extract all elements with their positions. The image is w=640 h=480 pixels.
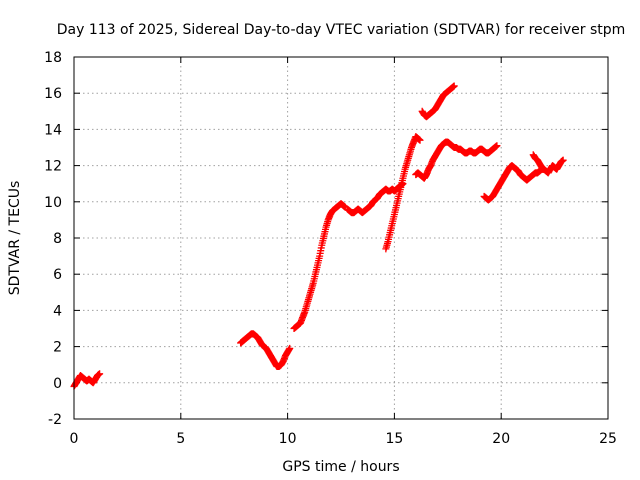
y-tick-label: 14 (44, 122, 62, 138)
data-segment-8 (480, 162, 548, 204)
y-axis-label: SDTVAR / TECUs (7, 181, 23, 296)
x-tick-label: 20 (492, 431, 510, 447)
x-tick-label: 25 (599, 431, 617, 447)
data-segment-3 (290, 200, 349, 332)
data-segment-7 (418, 82, 458, 121)
y-tick-label: 12 (44, 159, 62, 175)
data-points (70, 82, 567, 390)
axis-ticks: 0 5 10 15 20 25 -2 0 2 4 6 8 10 12 14 16 18 (44, 50, 617, 447)
x-tick-label: 0 (70, 431, 79, 447)
x-axis-label: GPS time / hours (282, 459, 399, 475)
data-point (96, 370, 104, 378)
y-tick-label: 10 (44, 195, 62, 211)
x-tick-label: 5 (176, 431, 185, 447)
chart-title: Day 113 of 2025, Sidereal Day-to-day VTE… (57, 22, 626, 38)
y-tick-label: 16 (44, 86, 62, 102)
data-point (559, 156, 567, 164)
data-point (416, 136, 424, 144)
y-tick-label: 2 (53, 340, 62, 356)
data-segment-5 (382, 133, 424, 253)
data-point (286, 344, 294, 352)
y-tick-label: 18 (44, 50, 62, 66)
y-tick-label: 6 (53, 267, 62, 283)
y-tick-label: 8 (53, 231, 62, 247)
y-tick-label: 0 (53, 376, 62, 392)
data-point (450, 82, 458, 90)
x-tick-label: 10 (279, 431, 297, 447)
data-segment-6 (412, 138, 501, 182)
data-segment-1 (70, 370, 104, 390)
data-segment-9 (529, 151, 567, 177)
plot-frame (73, 56, 609, 420)
data-point (493, 142, 501, 150)
data-segment-2 (237, 330, 294, 371)
y-tick-label: -2 (48, 412, 62, 428)
y-tick-label: 4 (53, 303, 62, 319)
x-tick-label: 15 (385, 431, 403, 447)
